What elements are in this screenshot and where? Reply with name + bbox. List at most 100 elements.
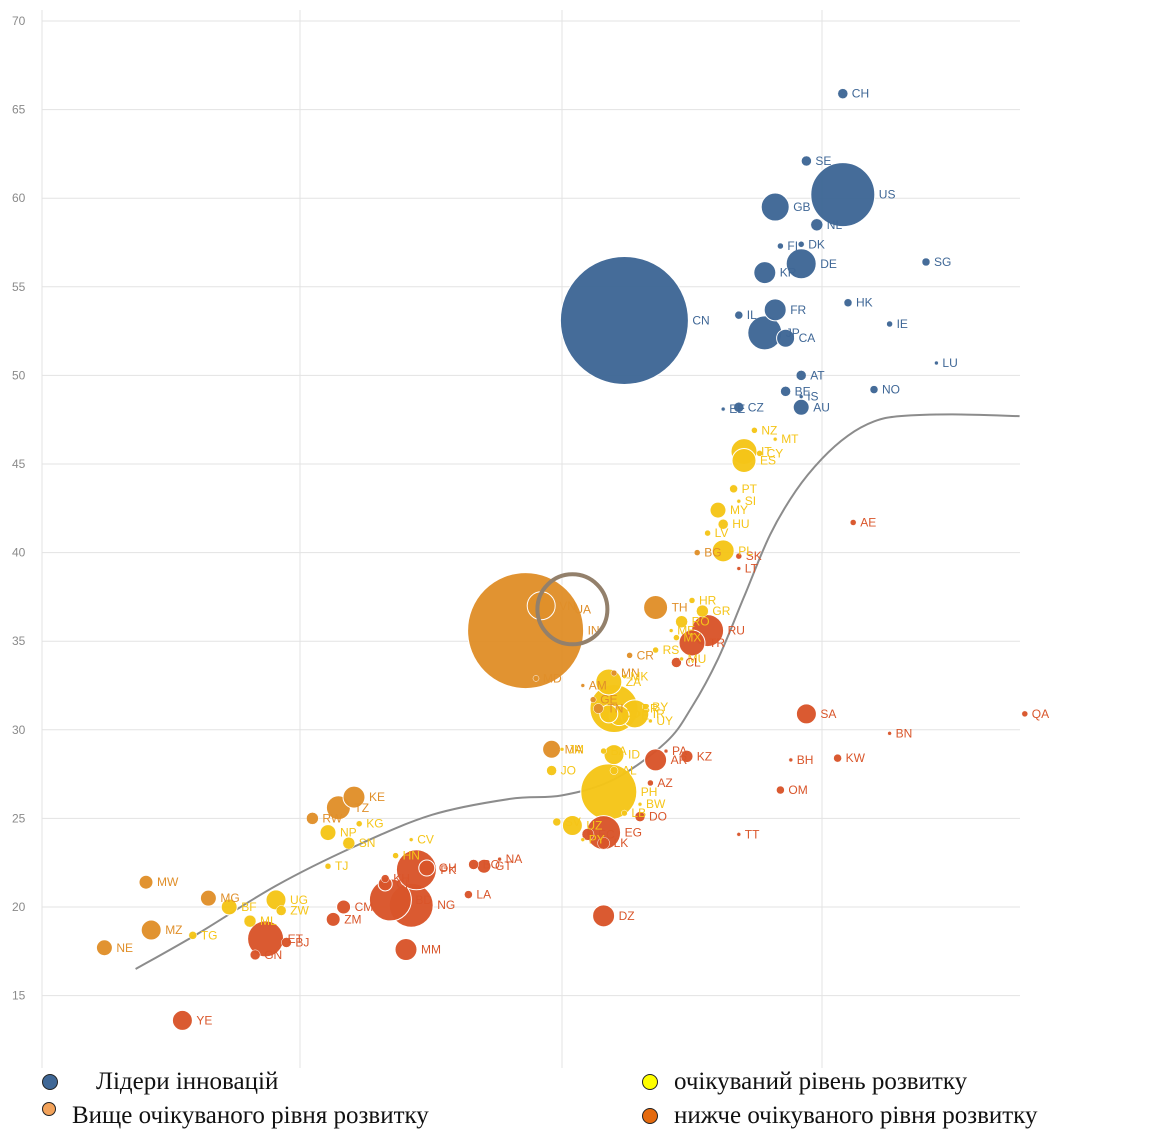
point-label-jo: JO — [561, 764, 576, 778]
point-label-dz: DZ — [619, 909, 635, 923]
point-label-mz: MZ — [165, 923, 182, 937]
point-om — [776, 785, 785, 795]
point-label-nz: NZ — [761, 423, 777, 437]
point-md — [532, 675, 540, 682]
point-ec — [581, 828, 595, 841]
point-me — [668, 628, 674, 633]
point-mz — [140, 919, 162, 941]
point-label-uz: UZ — [586, 818, 602, 832]
point-nz — [751, 427, 758, 434]
point-label-cl: CL — [685, 655, 701, 669]
point-bf — [220, 898, 238, 916]
trend-layer — [135, 413, 1020, 970]
point-label-sv: SV — [565, 815, 581, 829]
point-lt — [736, 566, 742, 571]
point-label-qa: QA — [1032, 707, 1049, 721]
point-label-tj: TJ — [335, 859, 348, 873]
point-pa — [663, 748, 669, 754]
point-label-hn: HN — [403, 849, 420, 863]
point-ye — [171, 1009, 193, 1031]
point-label-bh: BH — [797, 753, 814, 767]
point-jm — [559, 747, 565, 752]
point-cv — [408, 837, 414, 842]
point-dk — [797, 241, 805, 248]
point-label-us: US — [879, 188, 896, 202]
point-il — [734, 310, 744, 320]
point-label-cy: CY — [767, 446, 784, 460]
point-label-gt: GT — [495, 859, 512, 873]
point-label-nl: NL — [827, 218, 843, 232]
point-label-ye: YE — [196, 1013, 212, 1027]
y-tick-label: 25 — [12, 811, 26, 825]
point-label-th: TH — [672, 601, 688, 615]
point-label-ke: KE — [369, 790, 385, 804]
point-in — [467, 572, 585, 690]
point-label-mu: MU — [688, 652, 707, 666]
point-label-dk: DK — [808, 237, 825, 251]
legend-label-below: нижче очікуваного рівня розвитку — [674, 1102, 1038, 1129]
point-ch — [837, 88, 849, 99]
y-tick-label: 65 — [12, 103, 26, 117]
point-kg — [355, 820, 363, 827]
point-label-bw: BW — [646, 797, 666, 811]
point-label-py: PY — [589, 833, 605, 847]
point-rs — [652, 646, 659, 654]
point-label-ng: NG — [437, 898, 455, 912]
legend-item-above: Вище очікуваного рівня розвитку — [42, 1102, 429, 1130]
point-label-ae: AE — [860, 515, 876, 529]
point-ml — [243, 914, 257, 928]
point-uy — [648, 718, 653, 724]
point-label-bd: BD — [415, 893, 432, 907]
point-tj — [324, 862, 332, 870]
point-label-uy: UY — [656, 714, 673, 728]
point-bj — [281, 937, 292, 948]
point-ge — [589, 696, 597, 703]
legend-marker-below — [642, 1108, 658, 1124]
highlight-label-ua: UA — [574, 602, 591, 616]
point-zm — [325, 911, 341, 927]
point-label-md: MD — [543, 671, 562, 685]
point-bh — [788, 757, 794, 763]
point-es — [731, 447, 757, 473]
point-ba — [600, 747, 607, 755]
y-tick-label: 70 — [12, 14, 26, 28]
point-label-tz: TZ — [354, 801, 369, 815]
point-label-no: NO — [882, 383, 900, 397]
point-bo — [468, 859, 479, 870]
point-py — [580, 837, 586, 842]
point-label-cn: CN — [692, 313, 709, 327]
point-pl — [711, 539, 735, 563]
point-tg — [188, 931, 198, 940]
legend-item-expected: очікуваний рівень розвитку — [642, 1068, 967, 1096]
point-mt — [772, 436, 778, 442]
point-label-mg: MG — [220, 891, 239, 905]
point-hk — [843, 298, 853, 307]
point-label-ge: GE — [600, 693, 617, 707]
point-at — [795, 370, 807, 381]
point-uz — [561, 814, 583, 836]
point-bw — [637, 801, 643, 807]
point-label-mx: MX — [683, 631, 701, 645]
point-sk — [735, 552, 743, 560]
point-label-co: CO — [622, 707, 640, 721]
point-gh — [418, 859, 436, 877]
point-label-bn: BN — [896, 726, 913, 740]
legend-marker-leaders — [42, 1074, 58, 1090]
point-mw — [138, 874, 154, 890]
legend: Лідери інновацій Вище очікуваного рівня … — [0, 1068, 1163, 1139]
y-tick-label: 30 — [12, 723, 26, 737]
point-cr — [626, 652, 633, 659]
point-pt — [729, 484, 738, 494]
point-label-np: NP — [340, 826, 357, 840]
point-kz — [680, 750, 694, 763]
point-label-gr: GR — [712, 604, 730, 618]
point-lk — [597, 836, 610, 850]
point-label-me: ME — [677, 624, 695, 638]
point-sg — [921, 257, 931, 267]
highlight-layer: UA — [535, 572, 610, 647]
point-gr — [696, 604, 709, 618]
point-tn — [593, 703, 604, 714]
point-gn — [249, 949, 261, 961]
point-label-rs: RS — [663, 643, 680, 657]
point-is — [798, 394, 804, 399]
